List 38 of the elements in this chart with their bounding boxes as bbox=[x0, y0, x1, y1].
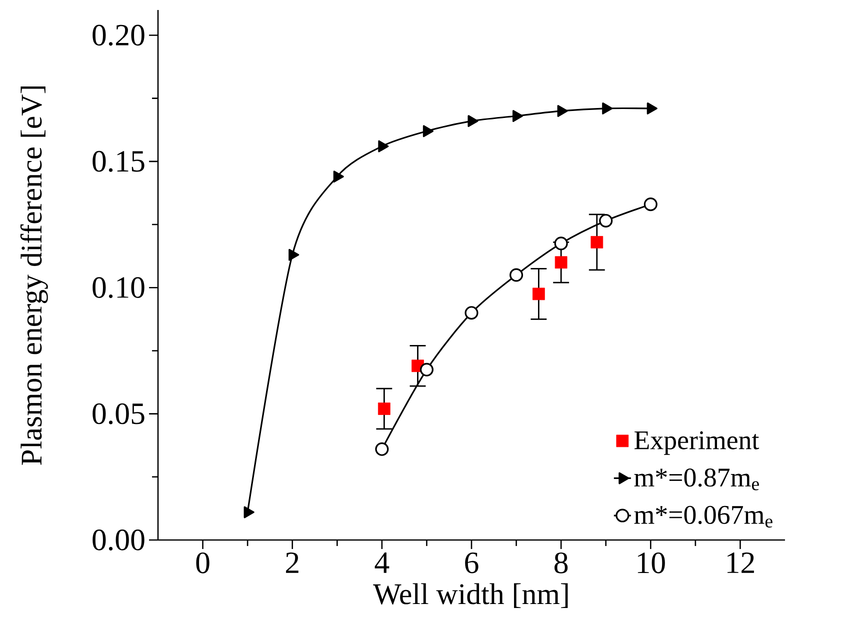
legend-label: m*=0.87m$_{e}$ bbox=[634, 468, 759, 490]
point bbox=[557, 104, 568, 117]
point bbox=[420, 362, 434, 376]
point bbox=[422, 125, 434, 138]
point bbox=[510, 268, 524, 282]
point bbox=[468, 115, 478, 128]
y-tick-label: 0.20 bbox=[92, 24, 144, 46]
point bbox=[644, 198, 658, 212]
point bbox=[378, 402, 390, 415]
x-tick-label: 2 bbox=[286, 552, 298, 573]
point bbox=[554, 236, 568, 250]
point bbox=[375, 442, 389, 456]
point bbox=[512, 110, 524, 122]
x-tick-label: 4 bbox=[374, 552, 390, 573]
legend-label: Experiment bbox=[634, 431, 760, 455]
y-axis-title: Plasmon energy difference [eV] bbox=[20, 86, 48, 465]
y-tick-label: 0.00 bbox=[92, 530, 144, 550]
x-tick-label: 12 bbox=[727, 552, 754, 573]
point bbox=[590, 236, 604, 248]
point bbox=[599, 214, 613, 228]
y-tick-label: 0.10 bbox=[92, 277, 144, 298]
point bbox=[554, 256, 568, 269]
point bbox=[602, 102, 613, 114]
x-tick-label: 6 bbox=[465, 552, 478, 574]
x-tick-label: 0 bbox=[196, 552, 210, 574]
point bbox=[333, 170, 344, 183]
x-tick-label: 10 bbox=[638, 552, 665, 574]
point bbox=[288, 248, 300, 261]
y-tick-label: 0.05 bbox=[92, 403, 144, 424]
point bbox=[646, 102, 658, 114]
point bbox=[532, 288, 545, 300]
y-tick-label: 0.15 bbox=[92, 150, 144, 172]
x-tick-label: 8 bbox=[554, 552, 568, 574]
legend-label: m*=0.067m$_{e}$ bbox=[634, 506, 772, 528]
point bbox=[244, 506, 254, 518]
x-axis-title: Well width [nm] bbox=[373, 583, 568, 608]
point bbox=[378, 140, 389, 152]
point bbox=[464, 306, 478, 320]
